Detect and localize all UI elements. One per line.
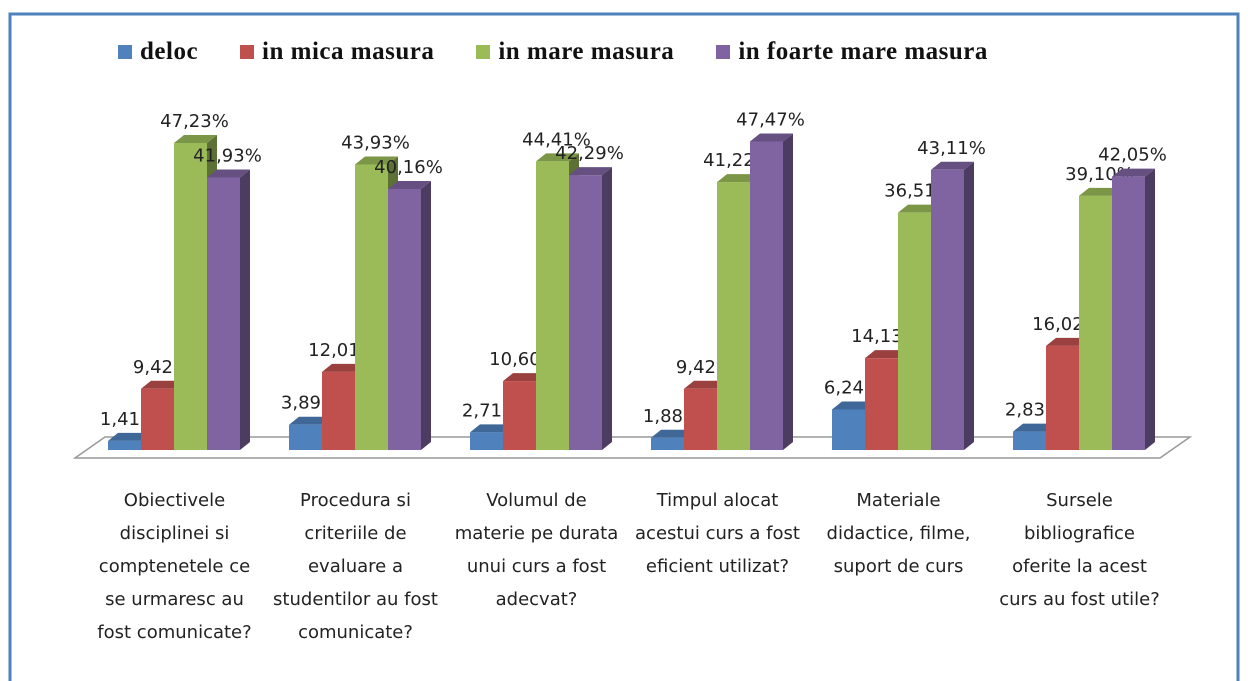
bar-top <box>355 156 398 165</box>
value-label: 43,93% <box>341 132 410 153</box>
legend-swatch <box>476 45 491 59</box>
bar-top <box>322 363 365 372</box>
bar <box>322 371 355 450</box>
bar-top <box>174 135 217 144</box>
bar-top <box>1079 187 1122 196</box>
bar <box>536 161 569 450</box>
bar <box>1079 195 1112 450</box>
bar-top <box>898 204 941 213</box>
bar <box>717 182 750 450</box>
value-label: 47,23% <box>160 111 229 132</box>
bar <box>207 177 240 450</box>
bar-top <box>536 153 579 162</box>
bar <box>174 143 207 450</box>
bar-top <box>717 174 760 183</box>
bar <box>865 358 898 450</box>
legend-item: in mare masura <box>476 38 674 66</box>
value-label: 44,41% <box>522 129 591 150</box>
x-tick-label: Sursele bibliografice oferite la acest c… <box>999 490 1160 610</box>
bar <box>289 424 322 450</box>
bar-side <box>240 169 250 450</box>
legend-label: in foarte mare masura <box>738 38 988 65</box>
legend-item: in mica masura <box>240 38 434 66</box>
value-label: 41,93% <box>193 145 262 166</box>
legend-label: in mica masura <box>262 38 435 65</box>
value-label: 47,47% <box>736 109 805 130</box>
value-label: 42,05% <box>1098 145 1167 166</box>
value-label: 40,16% <box>374 157 443 178</box>
bar <box>684 388 717 450</box>
bar-top <box>1112 168 1155 177</box>
bar-top <box>569 167 612 176</box>
bar <box>1112 176 1145 451</box>
bar-side <box>421 180 431 450</box>
bar-top <box>750 133 793 142</box>
bar-side <box>783 133 793 450</box>
legend-item: deloc <box>118 38 198 66</box>
value-label: 43,11% <box>917 138 986 159</box>
bar <box>1046 345 1079 450</box>
bar-side <box>602 167 612 451</box>
bar <box>141 388 174 450</box>
bar <box>750 141 783 450</box>
bar <box>470 432 503 450</box>
bar <box>388 188 421 450</box>
bar-top <box>207 169 250 178</box>
bar-top <box>388 180 431 189</box>
bar <box>569 175 602 451</box>
x-tick-label: Timpul alocat acestui curs a fost eficie… <box>635 490 800 577</box>
bar-top <box>931 161 974 170</box>
bar-side <box>964 161 974 450</box>
x-tick-label: Procedura si criteriile de evaluare a st… <box>273 490 438 643</box>
bar-top <box>865 350 908 359</box>
bar-side <box>1145 168 1155 451</box>
bar <box>1013 431 1046 450</box>
bar-top <box>289 416 332 425</box>
x-tick-label: Materiale didactice, filme, suport de cu… <box>826 490 971 577</box>
bar <box>931 169 964 450</box>
x-tick-label: Volumul de materie pe durata unui curs a… <box>454 490 619 610</box>
bar <box>355 164 388 450</box>
x-tick-label: Obiectivele disciplinei si comptenetele … <box>97 490 252 643</box>
bar <box>108 440 141 450</box>
frame <box>8 12 1240 681</box>
bar-top <box>684 380 727 389</box>
legend-swatch <box>240 45 255 59</box>
bar-top <box>1046 337 1089 346</box>
bar <box>651 437 684 450</box>
bar-top <box>141 380 184 389</box>
bar <box>832 409 865 450</box>
legend-label: in mare masura <box>498 38 675 65</box>
bar-top <box>470 424 513 433</box>
legend-swatch <box>716 45 731 59</box>
bar-top <box>503 373 546 382</box>
bar-top <box>651 429 694 438</box>
value-label: 42,29% <box>555 143 624 164</box>
legend-swatch <box>118 45 132 59</box>
bar-top <box>1013 423 1056 432</box>
bar <box>503 381 536 450</box>
bar-top <box>108 432 151 441</box>
bar-top <box>832 401 875 410</box>
legend-item: in foarte mare masura <box>716 38 988 66</box>
legend: deloc in mica masura in mare masura in foar… <box>118 38 1030 66</box>
legend-label: deloc <box>140 38 199 65</box>
bar <box>898 212 931 450</box>
